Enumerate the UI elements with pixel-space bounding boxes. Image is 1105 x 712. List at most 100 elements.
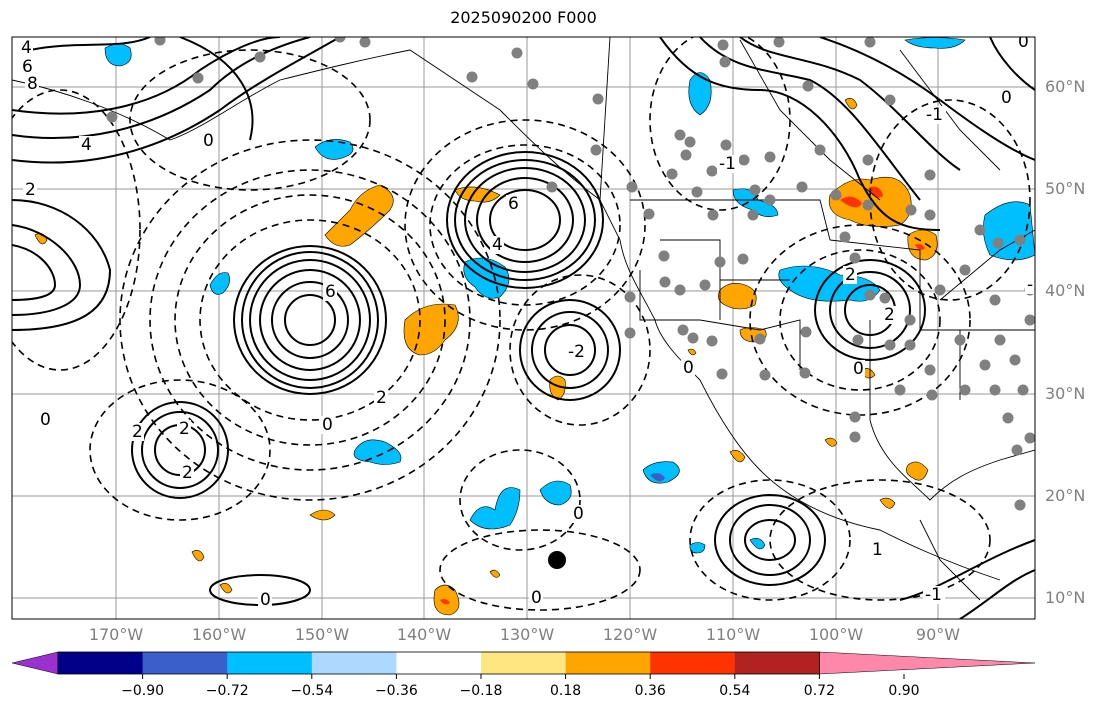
contour-label: -1 (925, 585, 942, 605)
map-title: 2025090200 F000 (450, 8, 597, 27)
station-dot (1017, 384, 1029, 396)
longitude-label: 160°W (191, 625, 247, 644)
colorbar-tick-label: −0.90 (121, 683, 165, 699)
shade-blue (688, 72, 712, 116)
station-dot (989, 294, 1001, 306)
contour-label: 0 (260, 590, 271, 610)
contour-dashed (129, 49, 371, 191)
contour-solid (454, 159, 596, 281)
contour-label-bg (79, 136, 93, 154)
contour-solid (959, 569, 1035, 619)
station-dot (862, 199, 874, 211)
station-dot (706, 335, 718, 347)
contour-solid (233, 245, 387, 395)
station-dot (796, 181, 808, 193)
station-dot (849, 411, 861, 423)
station-dot (691, 186, 703, 198)
contour-dashed (749, 224, 971, 416)
contour-label: -2 (1027, 275, 1044, 295)
station-dot (1002, 412, 1014, 424)
colorbar-segment (650, 652, 736, 674)
station-dot (684, 136, 696, 148)
contour-dashed (119, 139, 501, 501)
station-dot (884, 94, 896, 106)
positive-contours (12, 37, 1035, 619)
station-dot (592, 93, 604, 105)
station-dot (707, 209, 719, 221)
contour-label-bg (23, 181, 37, 199)
station-dot (979, 359, 991, 371)
graticule (12, 37, 1035, 619)
colorbar-tick-label: 0.54 (719, 683, 751, 699)
station-dot (624, 327, 636, 339)
station-dot (359, 37, 371, 48)
contour-dashed (89, 379, 271, 521)
station-dot (852, 334, 864, 346)
contour-label: 4 (81, 135, 92, 155)
contour-label-bg (1025, 276, 1035, 294)
contour-dashed (689, 479, 851, 601)
station-dot (466, 71, 478, 83)
station-dot (677, 324, 689, 336)
contour-label-bg (258, 591, 272, 609)
contour-solid (714, 494, 826, 586)
contour-label: 6 (22, 57, 33, 77)
shade-blue (314, 139, 354, 160)
shade-orange (879, 497, 896, 509)
contour-solid (241, 251, 379, 389)
contour-solid (829, 271, 911, 349)
longitude-label: 110°W (705, 625, 761, 644)
contour-label: 4 (492, 235, 503, 255)
contour-label-bg (374, 389, 388, 407)
shade-orange (454, 186, 501, 203)
station-dot (864, 289, 876, 301)
contour-dashed (769, 479, 991, 601)
latitude-label: 40°N (1045, 281, 1086, 300)
contour-label-bg (851, 360, 865, 378)
colorbar-extend-max (819, 651, 1036, 675)
shade-orange (549, 375, 566, 401)
contour-label: -2 (568, 342, 585, 362)
station-dot (849, 252, 861, 264)
station-dot (626, 181, 638, 193)
shade-blue (209, 272, 230, 295)
contour-solid (271, 281, 349, 359)
station-dot (773, 37, 785, 48)
contour-solid (446, 151, 604, 289)
station-dot (754, 333, 766, 345)
shade-orange (906, 461, 929, 481)
station-dot (884, 339, 896, 351)
station-dot (764, 194, 776, 206)
contour-dashed (649, 37, 791, 211)
shade-orange (309, 509, 336, 521)
shade-blue (539, 480, 572, 506)
contour-solid (489, 189, 561, 251)
contour-solid (744, 519, 796, 561)
latitude-label: 20°N (1045, 486, 1086, 505)
contour-label-bg (566, 343, 588, 361)
shade-orange (729, 450, 746, 463)
colorbar (11, 651, 1036, 679)
contour-solid (284, 294, 336, 346)
positive-anomaly-shading (34, 98, 938, 616)
shade-orange (191, 550, 205, 562)
contour-label-bg (25, 75, 39, 93)
shade-blue (904, 37, 966, 49)
station-dot (747, 209, 759, 221)
contour-dashed (459, 449, 581, 551)
contour-label-bg (717, 155, 739, 173)
station-dot (666, 168, 678, 180)
contour-solid (12, 199, 112, 331)
latitude-label: 10°N (1045, 588, 1086, 607)
colorbar-segment (142, 652, 228, 674)
station-dot (924, 364, 936, 376)
shade-blue (353, 439, 402, 465)
contour-label: 0 (573, 504, 584, 524)
station-dot (924, 209, 936, 221)
contour-label: 0 (853, 359, 864, 379)
contour-label-bg (1016, 37, 1030, 51)
station-dot (989, 384, 1001, 396)
colorbar-tick-label: 0.72 (803, 683, 835, 699)
shade-blue (749, 538, 766, 550)
